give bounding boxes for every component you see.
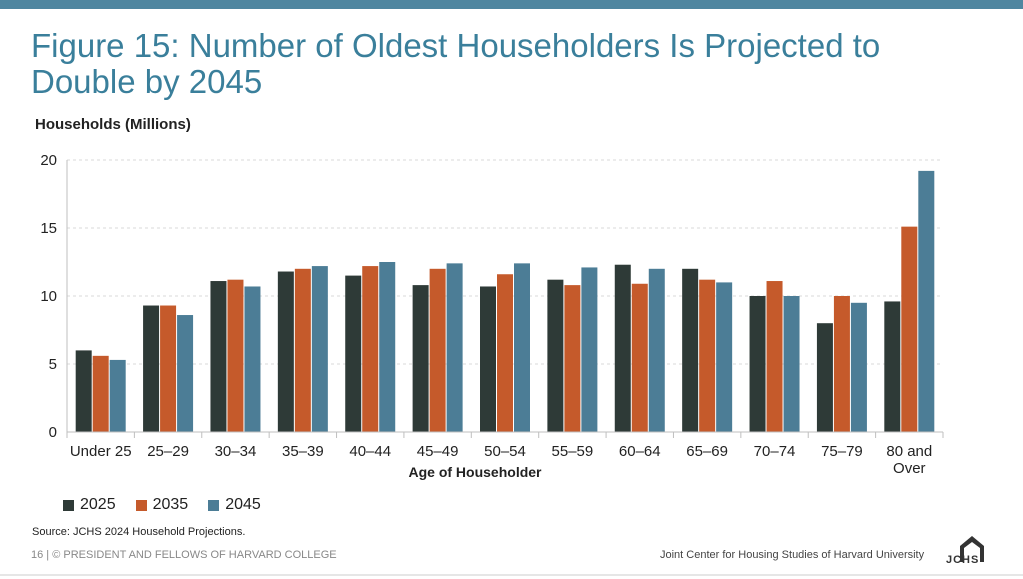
bar-2025 (614, 264, 631, 432)
bar-2035 (429, 268, 446, 432)
x-tick-label: Under 25 (70, 443, 132, 460)
bar-2025 (210, 281, 227, 432)
x-tick-label: 80 and (886, 443, 932, 460)
x-tick-label: Over (893, 460, 926, 477)
y-axis-title: Households (Millions) (35, 116, 191, 133)
bottom-divider (0, 574, 1023, 576)
bar-2045 (109, 359, 126, 432)
house-logo-icon (960, 536, 984, 562)
y-tick-label: 20 (40, 152, 57, 169)
bar-2045 (311, 266, 328, 432)
bar-2025 (884, 301, 901, 432)
bar-2045 (918, 170, 935, 432)
legend-label-2025: 2025 (80, 496, 116, 513)
bar-2035 (362, 266, 379, 432)
bar-2035 (631, 283, 648, 432)
bar-2025 (480, 286, 496, 432)
x-axis-title: Age of Householder (408, 464, 542, 480)
y-tick-label: 10 (40, 288, 57, 305)
bar-2025 (143, 305, 160, 432)
source-note: Source: JCHS 2024 Household Projections. (32, 526, 246, 538)
bar-2035 (92, 355, 109, 432)
bar-2025 (412, 285, 429, 432)
legend-item-2045: 2045 (208, 496, 261, 514)
footer-organization: Joint Center for Housing Studies of Harv… (660, 549, 925, 561)
x-tick-label: 60–64 (619, 443, 661, 460)
bar-2045 (514, 263, 530, 432)
bar-2045 (783, 296, 800, 432)
legend-swatch-2045 (208, 499, 220, 511)
bar-2035 (227, 279, 244, 432)
bar-chart: 0 5 10 15 20 Under 25 25–29 30–34 35–39 40–44 45–4… (40, 152, 944, 480)
bar-2025 (816, 323, 833, 432)
y-tick-label: 0 (49, 424, 57, 441)
legend-swatch-2025 (63, 499, 74, 511)
x-tick-label: 65–69 (686, 443, 728, 460)
bar-2045 (850, 302, 867, 432)
legend: 2025 2035 2045 (63, 496, 261, 514)
bar-2035 (294, 268, 311, 432)
legend-label-2045: 2045 (225, 496, 261, 513)
bar-2045 (716, 282, 733, 432)
bar-2045 (648, 268, 665, 432)
bar-2035 (833, 296, 850, 432)
bar-2035 (160, 305, 177, 432)
x-tick-label: 55–59 (552, 443, 594, 460)
x-tick-label: 70–74 (754, 443, 796, 460)
bar-2035 (699, 279, 716, 432)
bar-2045 (244, 286, 261, 432)
x-tick-label: 75–79 (821, 443, 863, 460)
legend-item-2035: 2035 (135, 496, 189, 514)
legend-label-2035: 2035 (152, 496, 189, 513)
x-tick-label: 25–29 (147, 443, 189, 460)
bar-2025 (682, 268, 699, 432)
bar-2025 (277, 271, 294, 432)
bar-2035 (766, 281, 783, 432)
page-title: Figure 15: Number of Oldest Householders… (31, 27, 881, 100)
y-tick-label: 5 (49, 356, 57, 373)
x-tick-label: 35–39 (282, 443, 324, 460)
bar-2025 (547, 279, 564, 432)
bar-2035 (497, 274, 513, 432)
bar-2045 (581, 267, 598, 432)
y-tick-label: 15 (40, 220, 57, 237)
x-tick-label: 40–44 (349, 443, 391, 460)
legend-swatch-2035 (135, 499, 147, 511)
bar-2025 (749, 296, 766, 432)
bar-2035 (901, 226, 918, 432)
x-tick-label: 30–34 (215, 443, 257, 460)
bar-2025 (345, 275, 362, 432)
bar-2025 (75, 350, 92, 432)
top-accent-bar (0, 0, 1023, 9)
bar-2045 (177, 315, 194, 432)
x-tick-label: 50–54 (484, 443, 526, 460)
footer-copyright: 16 | © PRESIDENT AND FELLOWS OF HARVARD … (31, 549, 337, 561)
x-tick-label: 45–49 (417, 443, 459, 460)
bar-2045 (446, 263, 463, 432)
logo-text: JCHS (946, 554, 980, 566)
bar-2035 (564, 285, 581, 432)
jchs-logo: JCHS (946, 534, 998, 566)
legend-item-2025: 2025 (63, 496, 116, 514)
bar-2045 (379, 262, 396, 432)
